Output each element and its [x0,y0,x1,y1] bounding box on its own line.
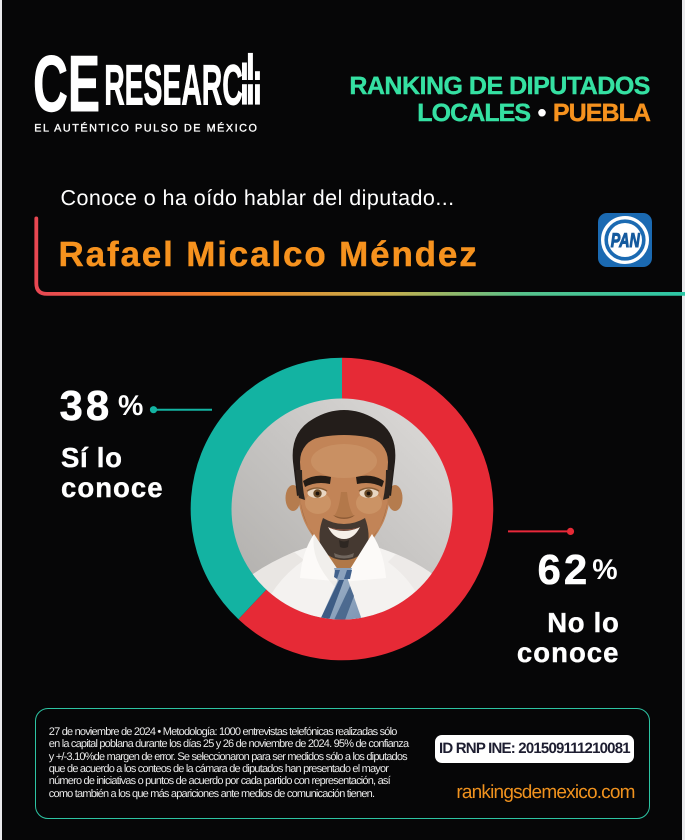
svg-text:PAN: PAN [611,230,640,252]
svg-text:EL AUTÉNTICO PULSO DE MÉXICO: EL AUTÉNTICO PULSO DE MÉXICO [34,122,258,135]
svg-text:CE: CE [33,39,100,128]
svg-text:RESEARC: RESEARC [104,54,243,118]
